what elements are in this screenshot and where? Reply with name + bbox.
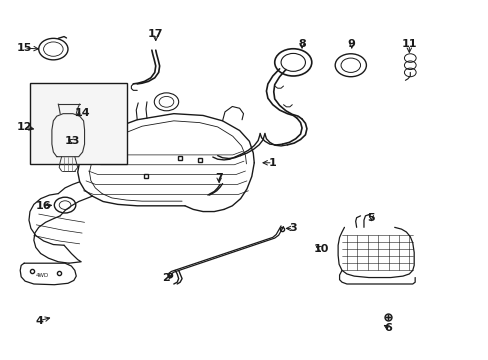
Text: 3: 3 — [289, 224, 297, 233]
Text: 16: 16 — [36, 201, 51, 211]
Text: 2: 2 — [163, 273, 170, 283]
Text: 13: 13 — [65, 136, 81, 146]
Text: 11: 11 — [401, 40, 416, 49]
FancyBboxPatch shape — [30, 83, 127, 164]
Text: 5: 5 — [366, 213, 374, 222]
Text: 17: 17 — [148, 29, 163, 39]
Text: 14: 14 — [75, 108, 90, 118]
Text: 6: 6 — [384, 323, 391, 333]
Text: 9: 9 — [347, 40, 355, 49]
Text: 15: 15 — [17, 43, 32, 53]
Text: 10: 10 — [313, 244, 328, 254]
Text: 4WD: 4WD — [36, 273, 49, 278]
Text: 7: 7 — [215, 173, 223, 183]
Circle shape — [59, 108, 79, 123]
Text: 1: 1 — [268, 158, 276, 168]
Text: 12: 12 — [16, 122, 32, 132]
Text: 4: 4 — [36, 316, 43, 325]
Text: 8: 8 — [298, 40, 305, 49]
Circle shape — [57, 126, 81, 144]
